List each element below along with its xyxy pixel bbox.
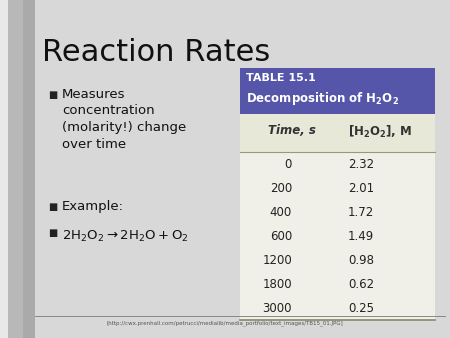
Text: Measures
concentration
(molarity!) change
over time: Measures concentration (molarity!) chang… — [62, 88, 186, 150]
Text: 400: 400 — [270, 206, 292, 218]
Text: 0: 0 — [284, 158, 292, 170]
Text: 600: 600 — [270, 230, 292, 242]
Text: ■: ■ — [48, 90, 57, 100]
Text: 0.25: 0.25 — [348, 301, 374, 314]
Text: 1.72: 1.72 — [348, 206, 374, 218]
Bar — [240, 68, 435, 114]
Bar — [240, 152, 435, 320]
Text: ■: ■ — [48, 228, 57, 238]
Bar — [240, 114, 435, 152]
Text: Reaction Rates: Reaction Rates — [42, 38, 270, 67]
Text: ■: ■ — [48, 202, 57, 212]
Text: TABLE 15.1: TABLE 15.1 — [246, 73, 316, 83]
Text: 2.32: 2.32 — [348, 158, 374, 170]
Text: 1200: 1200 — [262, 254, 292, 266]
Text: 2.01: 2.01 — [348, 182, 374, 194]
Bar — [0, 0, 35, 338]
Bar — [0, 0, 8, 338]
Text: 0.98: 0.98 — [348, 254, 374, 266]
Text: $\mathregular{[H_2O_2]}$, M: $\mathregular{[H_2O_2]}$, M — [348, 124, 412, 140]
Text: $\mathregular{2H_2O_2 \rightarrow 2H_2O + O_2}$: $\mathregular{2H_2O_2 \rightarrow 2H_2O … — [62, 229, 189, 244]
Text: 0.62: 0.62 — [348, 277, 374, 290]
Text: [http://cwx.prenhall.com/petrucci/medialib/media_portfolio/text_images/TB15_01.J: [http://cwx.prenhall.com/petrucci/medial… — [107, 320, 343, 326]
Text: 200: 200 — [270, 182, 292, 194]
Text: 3000: 3000 — [262, 301, 292, 314]
Text: Decomposition of $\mathregular{H_2O_2}$: Decomposition of $\mathregular{H_2O_2}$ — [246, 90, 399, 107]
Text: Time, s: Time, s — [268, 124, 316, 137]
Bar — [8, 0, 23, 338]
Text: Example:: Example: — [62, 200, 124, 213]
Text: 1800: 1800 — [262, 277, 292, 290]
Text: 1.49: 1.49 — [348, 230, 374, 242]
